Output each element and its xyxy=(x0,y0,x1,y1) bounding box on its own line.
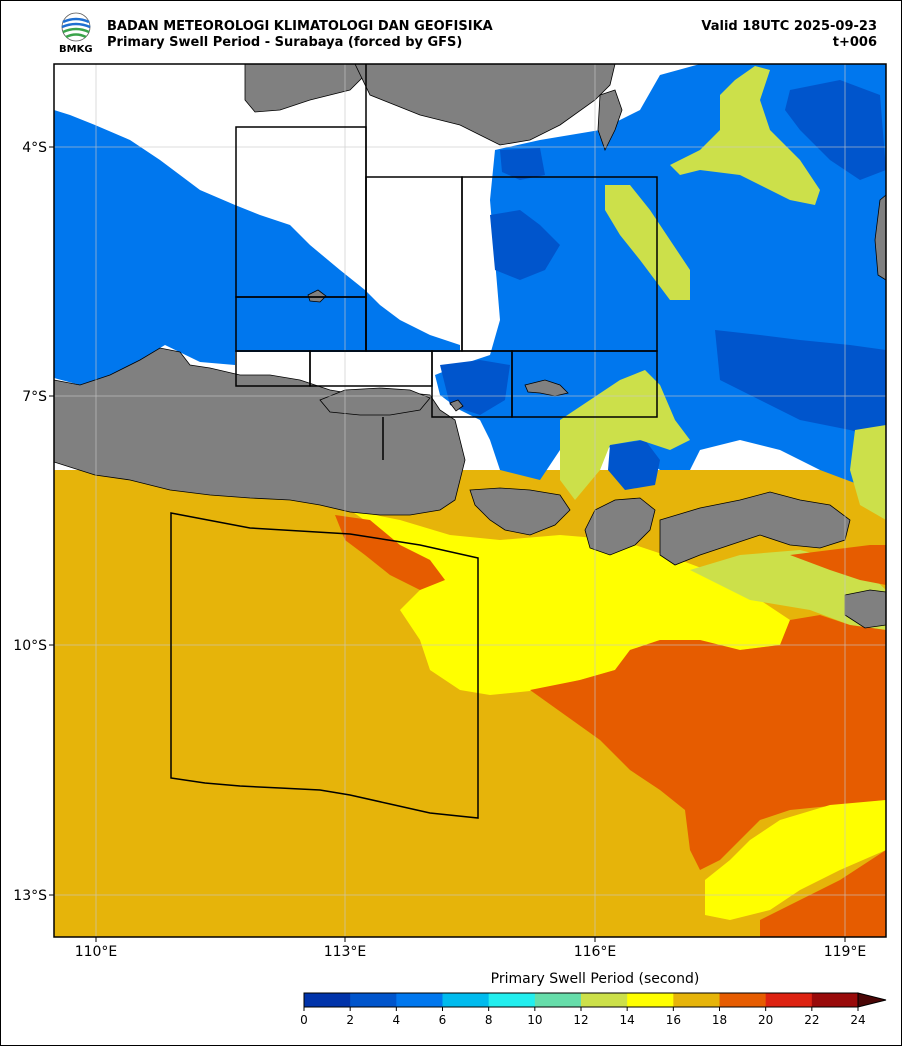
land-kangean xyxy=(524,379,569,397)
colorbar-tick-label: 12 xyxy=(573,1013,588,1027)
colorbar-tick-label: 14 xyxy=(620,1013,635,1027)
sea-darkblue-patch-1 xyxy=(490,210,560,280)
sea-darkblue-patch-6 xyxy=(500,148,545,180)
colorbar-tick-label: 10 xyxy=(527,1013,542,1027)
colorbar-swatch xyxy=(396,993,443,1007)
colorbar-tick-label: 16 xyxy=(666,1013,681,1027)
lon-label-119e: 119°E xyxy=(824,944,867,960)
colorbar-swatch xyxy=(442,993,490,1007)
colorbar-swatch xyxy=(719,993,767,1007)
sea-green-patch-4 xyxy=(850,425,886,520)
agency-title: BADAN METEOROLOGI KLIMATOLOGI DAN GEOFIS… xyxy=(107,19,493,34)
sea-green-patch-2 xyxy=(670,66,820,205)
lat-label-10s: 10°S xyxy=(13,638,47,654)
sea-darkblue-patch-2 xyxy=(785,80,886,180)
colorbar-swatch xyxy=(673,993,720,1007)
sea-green-patch-1 xyxy=(605,185,690,300)
colorbar-tick-label: 8 xyxy=(485,1013,493,1027)
sea-darkblue-patch-5 xyxy=(608,440,660,490)
land-kalimantan-east xyxy=(354,64,616,146)
colorbar-swatch xyxy=(488,993,536,1007)
sea-red-patch-east xyxy=(790,545,886,585)
land-bali xyxy=(469,487,571,536)
graticule xyxy=(54,64,886,937)
sea-blue-northwest-strip xyxy=(54,64,260,110)
sea-yellow-southeast xyxy=(705,800,886,920)
lat-label-13s: 13°S xyxy=(13,888,47,904)
lat-label-4s: 4°S xyxy=(22,140,47,156)
land-sumbawa xyxy=(659,491,851,566)
valid-time: Valid 18UTC 2025-09-23 xyxy=(701,19,877,34)
colorbar-swatch xyxy=(765,993,813,1007)
colorbar-label: Primary Swell Period (second) xyxy=(491,971,700,987)
axis-ticks xyxy=(49,146,846,942)
sea-yellow-band xyxy=(350,510,790,695)
colorbar-extend-arrow xyxy=(857,992,887,1008)
land-lombok xyxy=(584,497,656,556)
forecast-step: t+006 xyxy=(832,35,877,50)
map-plot xyxy=(54,64,886,937)
colorbar xyxy=(303,992,887,1008)
colorbar-swatch xyxy=(627,993,674,1007)
land-sulawesi xyxy=(874,194,886,281)
zone-outlines xyxy=(170,64,658,819)
colorbar-tick-label: 18 xyxy=(712,1013,727,1027)
bmkg-logo-icon xyxy=(61,12,91,42)
land-java xyxy=(54,347,466,516)
colorbar-swatch xyxy=(350,993,397,1007)
sea-darkblue-patch-3 xyxy=(715,330,886,440)
lon-label-110e: 110°E xyxy=(75,944,118,960)
land-small-island xyxy=(449,399,464,412)
colorbar-tick-label: 6 xyxy=(439,1013,447,1027)
colorbar-tick-label: 20 xyxy=(758,1013,773,1027)
sea-red-patch-west xyxy=(335,515,445,590)
logo-text: BMKG xyxy=(59,44,93,55)
sea-red-southeast-corner xyxy=(760,850,886,937)
colorbar-tick-label: 0 xyxy=(300,1013,308,1027)
map-border xyxy=(53,63,887,938)
product-title: Primary Swell Period - Surabaya (forced … xyxy=(107,35,463,50)
colorbar-swatch xyxy=(304,993,351,1007)
colorbar-tick-label: 24 xyxy=(850,1013,865,1027)
colorbar-tick-label: 4 xyxy=(393,1013,401,1027)
land-sulawesi-arm xyxy=(597,89,623,152)
colorbar-ticks: 0 2 4 6 8 10 12 14 16 18 20 22 24 xyxy=(300,1007,866,1027)
colorbar-swatch xyxy=(811,993,859,1007)
lon-label-113e: 113°E xyxy=(324,944,367,960)
colorbar-tick-label: 2 xyxy=(346,1013,354,1027)
lat-label-7s: 7°S xyxy=(22,389,47,405)
lon-label-116e: 116°E xyxy=(574,944,617,960)
colorbar-swatch xyxy=(581,993,628,1007)
sea-blue-west xyxy=(54,110,460,385)
land-bawean xyxy=(307,289,327,303)
colorbar-tick-label: 22 xyxy=(804,1013,819,1027)
sea-red-southeast xyxy=(530,615,886,870)
colorbar-swatch xyxy=(534,993,582,1007)
